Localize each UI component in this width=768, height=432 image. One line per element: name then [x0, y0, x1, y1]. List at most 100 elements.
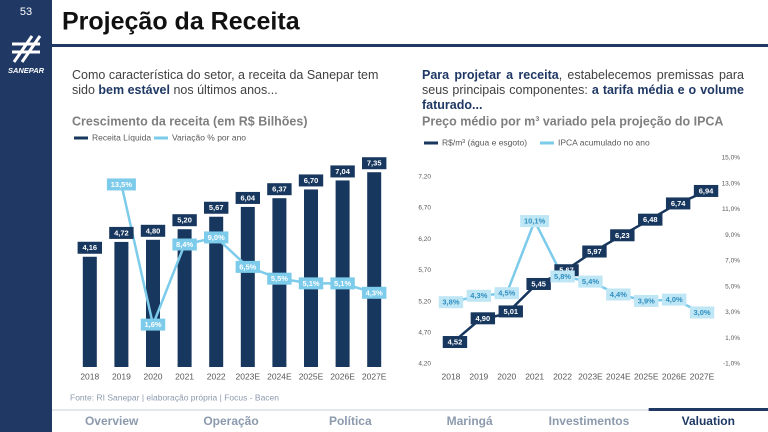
- text-run: bem estável: [98, 83, 170, 97]
- value-label: 3,0%: [693, 308, 710, 317]
- value-label: 10,1%: [524, 217, 546, 226]
- value-label-box: [638, 213, 663, 226]
- x-tick-label: 2023E: [578, 371, 603, 381]
- y2-tick-label: 3,0%: [725, 309, 740, 316]
- value-label: 6,37: [272, 185, 287, 194]
- x-tick-label: 2025E: [634, 371, 659, 381]
- chart-title: Crescimento da receita (em R$ Bilhões): [72, 114, 308, 128]
- value-label: 4,3%: [366, 288, 383, 297]
- legend-label: Receita Líquida: [92, 132, 151, 142]
- y2-tick-label: 5,0%: [725, 283, 740, 290]
- bar: [240, 206, 255, 367]
- x-tick-label: 2019: [469, 371, 488, 381]
- value-label-box: [140, 318, 166, 331]
- nav-item[interactable]: Política: [328, 414, 372, 428]
- value-label: 5,45: [531, 279, 546, 288]
- value-label-box: [109, 226, 134, 239]
- value-label-box: [362, 157, 387, 170]
- value-label: 3,8%: [442, 298, 459, 307]
- nav-item[interactable]: Operação: [203, 414, 259, 428]
- value-label-box: [634, 294, 659, 307]
- sidebar: [0, 0, 52, 432]
- value-label: 4,16: [82, 243, 97, 252]
- value-label-box: [689, 306, 715, 319]
- value-label-box: [442, 336, 468, 349]
- bar: [177, 229, 192, 367]
- value-label-box: [665, 197, 691, 210]
- value-label: 7,35: [367, 159, 382, 168]
- value-label-box: [330, 165, 355, 178]
- value-label: 4,52: [448, 338, 463, 347]
- nav-item[interactable]: Overview: [84, 414, 139, 428]
- text-run: nos últimos anos...: [169, 83, 278, 97]
- nav-bar: Overview Operação Política Maringá Investime…: [52, 411, 768, 432]
- value-label-box: [438, 296, 464, 309]
- value-label: 6,23: [615, 231, 630, 240]
- value-label-box: [526, 277, 551, 290]
- value-label-box: [172, 214, 197, 227]
- x-tick-label: 2023E: [236, 371, 261, 381]
- value-label-box: [582, 245, 607, 258]
- nav-active-bar: [648, 408, 768, 411]
- value-label-box: [466, 289, 492, 302]
- value-label: 4,72: [114, 228, 129, 237]
- value-label-box: [610, 229, 635, 242]
- value-label-box: [140, 224, 166, 237]
- y2-tick-label: 13,0%: [722, 180, 741, 187]
- value-label: 3,9%: [638, 296, 655, 305]
- value-label-box: [362, 286, 387, 299]
- value-label-box: [693, 184, 719, 197]
- intro-left: Como característica do setor, a receita …: [72, 68, 392, 98]
- value-label: 4,0%: [666, 295, 683, 304]
- value-label: 5,1%: [302, 279, 319, 288]
- x-tick-label: 2027E: [690, 371, 715, 381]
- value-label-box: [204, 201, 229, 214]
- value-label-box: [470, 312, 496, 325]
- nav-item[interactable]: Investimentos: [548, 414, 630, 428]
- y-tick-label: 5,20: [418, 298, 431, 305]
- bar: [82, 256, 97, 367]
- line: [450, 218, 703, 314]
- value-label: 9,0%: [208, 233, 225, 242]
- nav-item[interactable]: Valuation: [681, 414, 735, 428]
- x-tick-label: 2027E: [362, 371, 387, 381]
- value-label-box: [172, 238, 197, 251]
- chart-title: Preço médio por m³ variado pela projeção…: [422, 114, 723, 128]
- value-label-box: [661, 293, 687, 306]
- value-label: 4,3%: [470, 291, 487, 300]
- title-rule: [52, 44, 768, 47]
- y2-tick-label: 7,0%: [725, 258, 740, 265]
- value-label: 13,5%: [111, 180, 133, 189]
- value-label: 5,01: [503, 307, 518, 316]
- x-tick-label: 2018: [441, 371, 460, 381]
- y2-tick-label: 15,0%: [722, 155, 741, 162]
- value-label: 5,4%: [582, 277, 599, 286]
- intro-right: Para projetar a receita, estabelecemos p…: [422, 68, 744, 113]
- value-label-box: [235, 191, 260, 204]
- value-label: 7,04: [335, 167, 350, 176]
- bar: [114, 241, 129, 367]
- legend-label: Variação % por ano: [172, 132, 246, 142]
- value-label-box: [298, 277, 324, 290]
- x-tick-label: 2022: [207, 371, 226, 381]
- value-label: 6,94: [699, 186, 714, 195]
- value-label-box: [267, 183, 292, 196]
- value-label: 5,8%: [554, 272, 571, 281]
- value-label-box: [494, 287, 519, 300]
- x-tick-label: 2024E: [267, 371, 292, 381]
- value-label-box: [606, 288, 631, 301]
- value-label-box: [578, 275, 603, 288]
- value-label: 8,4%: [176, 240, 193, 249]
- x-tick-label: 2019: [112, 371, 131, 381]
- slide-number: 53: [20, 6, 32, 18]
- y2-tick-label: 9,0%: [725, 232, 740, 239]
- nav-item[interactable]: Maringá: [446, 414, 493, 428]
- y2-tick-label: 1,0%: [725, 335, 740, 342]
- x-tick-label: 2018: [80, 371, 99, 381]
- value-label-box: [298, 174, 324, 187]
- bar: [367, 172, 382, 367]
- value-label: 5,67: [209, 203, 224, 212]
- value-label: 4,90: [476, 314, 491, 323]
